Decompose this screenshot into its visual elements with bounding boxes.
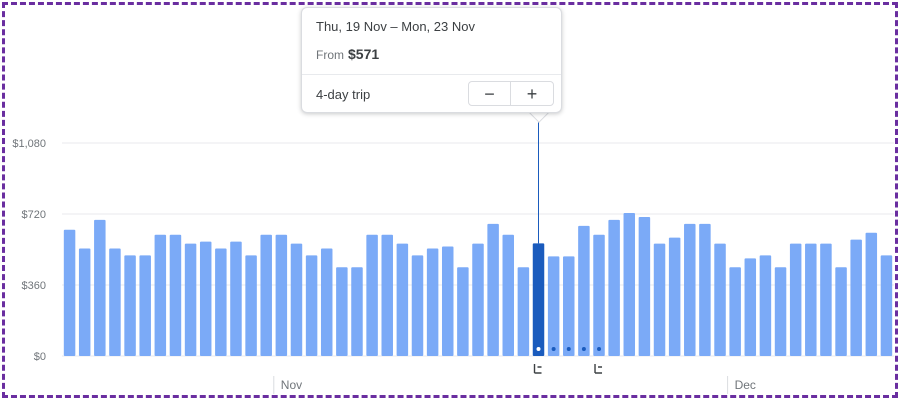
price-bar[interactable] [517, 267, 530, 356]
y-axis-ticks: $0 $360 $720 $1,080 [12, 138, 46, 363]
price-bar[interactable] [714, 243, 726, 356]
price-bar[interactable] [109, 248, 121, 356]
price-bar[interactable] [774, 267, 787, 356]
price-bar[interactable] [215, 248, 227, 356]
price-bar[interactable] [199, 241, 212, 356]
trip-day-dot [566, 347, 571, 351]
price-bar[interactable] [759, 255, 772, 356]
price-bar[interactable] [305, 255, 318, 356]
airplane-landing-icon [594, 364, 603, 374]
price-bar[interactable] [169, 234, 182, 356]
price-bar[interactable] [351, 267, 363, 356]
price-bar[interactable] [320, 248, 333, 356]
price-bar[interactable] [865, 232, 878, 356]
month-label: Nov [281, 378, 302, 392]
price-bar[interactable] [487, 223, 499, 356]
price-bar[interactable] [124, 255, 136, 356]
price-bar[interactable] [593, 234, 605, 356]
price-bar[interactable] [381, 234, 393, 356]
price-bar[interactable] [290, 243, 303, 356]
price-bar[interactable] [63, 229, 76, 356]
y-tick-label: $360 [22, 280, 46, 292]
tooltip-from: From $571 [316, 46, 379, 62]
trip-length-stepper: − + [468, 81, 554, 106]
trip-day-dot [597, 347, 602, 351]
price-bar[interactable] [547, 256, 560, 356]
price-bar[interactable] [411, 255, 424, 356]
price-bar[interactable] [245, 255, 257, 356]
price-bar[interactable] [653, 243, 666, 356]
price-bar[interactable] [578, 225, 590, 356]
selected-bar[interactable] [532, 243, 545, 356]
month-label: Dec [735, 378, 756, 392]
airplane-takeoff-icon [533, 364, 542, 374]
price-bar[interactable] [608, 219, 620, 356]
price-bar[interactable] [820, 243, 832, 356]
price-bar[interactable] [699, 223, 711, 356]
price-bar[interactable] [789, 243, 802, 356]
price-bar[interactable] [230, 241, 242, 356]
price-bar[interactable] [336, 267, 348, 356]
price-bar[interactable] [563, 256, 575, 356]
price-bar[interactable] [154, 234, 167, 356]
tooltip-from-label: From [316, 48, 344, 62]
price-bar[interactable] [275, 234, 288, 356]
price-bar[interactable] [729, 267, 741, 356]
y-tick-label: $1,080 [12, 138, 46, 150]
x-axis-months: Nov Dec [273, 376, 756, 394]
selection-marker [533, 120, 603, 374]
price-bar[interactable] [426, 248, 439, 356]
y-tick-label: $0 [34, 351, 46, 363]
price-tooltip: Thu, 19 Nov – Mon, 23 Nov From $571 4-day… [301, 7, 562, 113]
decrease-trip-button[interactable]: − [469, 82, 511, 105]
price-bar[interactable] [744, 258, 757, 356]
price-bar[interactable] [366, 234, 378, 356]
price-bar[interactable] [623, 213, 636, 356]
trip-day-dot [536, 347, 541, 351]
price-bar[interactable] [638, 216, 651, 356]
price-bar[interactable] [94, 219, 106, 356]
price-bar[interactable] [472, 243, 484, 356]
price-bar[interactable] [502, 234, 515, 356]
tooltip-divider [302, 74, 561, 75]
trip-day-dot [581, 347, 586, 351]
price-bar[interactable] [184, 243, 197, 356]
price-bar[interactable] [684, 223, 696, 356]
tooltip-dates: Thu, 19 Nov – Mon, 23 Nov [316, 19, 475, 34]
price-bar[interactable] [260, 234, 272, 356]
y-tick-label: $720 [22, 209, 46, 221]
trip-length-label: 4-day trip [316, 87, 371, 102]
price-bar[interactable] [850, 239, 862, 356]
tooltip-price: $571 [348, 46, 380, 62]
price-bar[interactable] [78, 248, 91, 356]
price-bar[interactable] [835, 267, 847, 356]
price-bar[interactable] [805, 243, 817, 356]
increase-trip-button[interactable]: + [511, 82, 553, 105]
trip-day-dot [551, 347, 556, 351]
price-bar[interactable] [396, 243, 409, 356]
price-bar[interactable] [457, 267, 469, 356]
price-bar[interactable] [139, 255, 151, 356]
bar-series[interactable] [63, 213, 893, 356]
price-bar[interactable] [880, 255, 893, 356]
price-bar[interactable] [668, 237, 681, 356]
price-bar[interactable] [441, 246, 454, 356]
